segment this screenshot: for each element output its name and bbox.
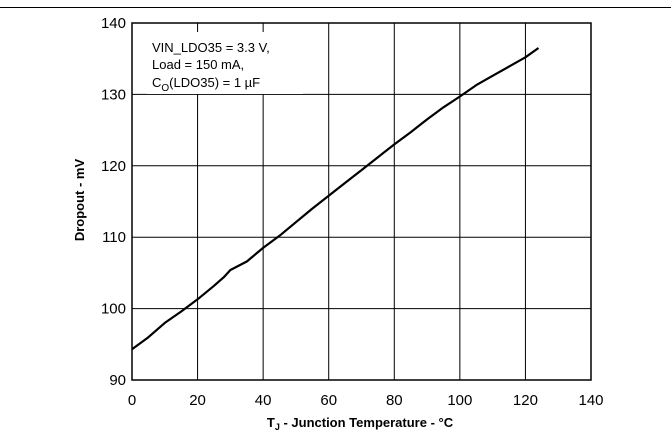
x-axis-title-rest: - Junction Temperature - °C [280, 415, 454, 430]
y-tick-label: 110 [102, 229, 126, 246]
annotation-cap-rest: (LDO35) = 1 µF [169, 75, 260, 90]
x-tick-label: 120 [513, 392, 538, 409]
x-tick-label: 60 [320, 392, 337, 409]
x-tick-label: 140 [578, 392, 603, 409]
x-tick-label: 0 [128, 392, 136, 409]
x-tick-label: 40 [255, 392, 272, 409]
x-axis-title-symbol: T [267, 415, 275, 430]
x-axis-title: TJ - Junction Temperature - °C [267, 415, 454, 431]
y-axis-title: Dropout - mV [72, 159, 87, 242]
x-tick-label: 80 [386, 392, 403, 409]
y-tick-label: 120 [101, 158, 126, 175]
annotation-cap-symbol: C [152, 75, 161, 90]
annotation-line-2: Load = 150 mA, [152, 57, 244, 72]
y-tick-label: 90 [109, 372, 126, 389]
y-tick-label: 130 [101, 86, 126, 103]
y-tick-label: 140 [101, 15, 126, 32]
x-tick-label: 20 [189, 392, 206, 409]
y-tick-label: 100 [101, 301, 126, 318]
x-tick-labels: 0 20 40 60 80 100 120 140 [128, 392, 604, 409]
y-tick-labels: 90 100 110 120 130 140 [101, 15, 126, 389]
x-tick-label: 100 [447, 392, 472, 409]
annotation-line-1: VIN_LDO35 = 3.3 V, [152, 40, 270, 55]
